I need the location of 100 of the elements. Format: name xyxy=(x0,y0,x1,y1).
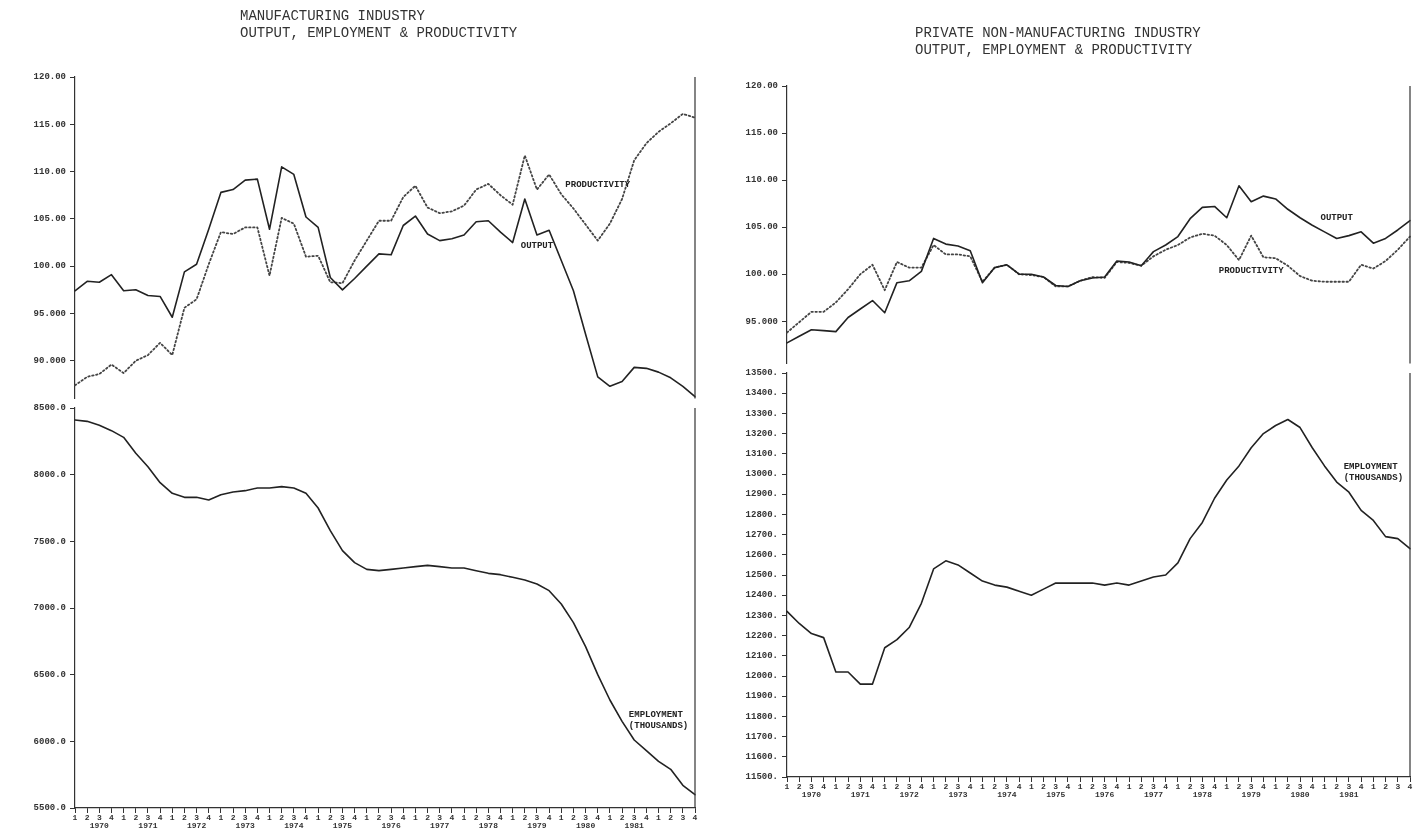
y-tick-label: 7000.0 xyxy=(33,603,66,614)
x-tick-label: 3 1971 xyxy=(138,813,158,831)
x-tick-label: 2 xyxy=(230,813,236,823)
y-tick-label: 11700. xyxy=(745,731,778,742)
x-tick-label: 1 xyxy=(121,813,127,823)
y-tick-label: 6000.0 xyxy=(33,736,66,747)
y-tick-label: 12400. xyxy=(745,590,778,601)
x-tick-label: 3 xyxy=(680,813,686,823)
x-tick-label: 4 xyxy=(918,782,924,792)
x-tick-label: 3 1970 xyxy=(801,782,822,800)
x-tick-label: 1 xyxy=(510,813,516,823)
x-tick-label: 2 xyxy=(619,813,625,823)
x-tick-label: 2 xyxy=(1187,782,1193,792)
series-label: PRODUCTIVITY xyxy=(1218,265,1285,276)
y-tick-label: 12900. xyxy=(745,489,778,500)
x-tick-label: 4 xyxy=(206,813,212,823)
x-tick-label: 4 xyxy=(1065,782,1071,792)
x-tick-label: 3 1978 xyxy=(478,813,499,831)
x-tick-label: 2 xyxy=(522,813,528,823)
x-tick-label: 3 1979 xyxy=(1241,782,1261,800)
y-tick-label: 12000. xyxy=(745,671,778,682)
y-tick-label: 6500.0 xyxy=(33,669,66,680)
x-tick-label: 4 xyxy=(692,813,698,823)
y-tick-label: 12800. xyxy=(745,509,778,520)
y-tick-label: 13000. xyxy=(745,469,778,480)
x-tick-label: 4 xyxy=(546,813,552,823)
x-tick-label: 1 xyxy=(882,782,888,792)
x-tick-label: 4 xyxy=(1212,782,1218,792)
x-tick-label: 3 xyxy=(1395,782,1401,792)
x-tick-label: 3 1976 xyxy=(381,813,401,831)
y-tick-label: 115.00 xyxy=(33,119,66,130)
x-tick-label: 2 xyxy=(571,813,577,823)
series-label: EMPLOYMENT (THOUSANDS) xyxy=(628,709,689,731)
x-tick-label: 1 xyxy=(1273,782,1279,792)
x-tick-label: 4 xyxy=(109,813,115,823)
x-tick-label: 3 1972 xyxy=(899,782,919,800)
y-tick-label: 95.000 xyxy=(745,316,778,327)
y-tick-label: 13400. xyxy=(745,388,778,399)
line-series xyxy=(74,112,696,387)
x-tick-label: 3 1974 xyxy=(284,813,304,831)
x-tick-label: 1 xyxy=(1077,782,1083,792)
x-tick-label: 4 xyxy=(1261,782,1267,792)
x-tick-label: 2 xyxy=(1138,782,1144,792)
x-tick-label: 3 1973 xyxy=(235,813,255,831)
x-tick-label: 4 xyxy=(1358,782,1364,792)
x-tick-label: 4 xyxy=(498,813,504,823)
x-tick-label: 2 xyxy=(668,813,674,823)
y-tick-label: 11500. xyxy=(745,772,778,783)
x-tick-label: 2 xyxy=(182,813,188,823)
x-tick-label: 3 1977 xyxy=(1143,782,1164,800)
x-tick-label: 2 xyxy=(376,813,382,823)
y-tick-label: 90.000 xyxy=(33,356,66,367)
x-tick-label: 4 xyxy=(1114,782,1120,792)
series-label: OUTPUT xyxy=(1320,212,1354,223)
x-tick-label: 3 1975 xyxy=(332,813,353,831)
x-tick-label: 3 1974 xyxy=(997,782,1017,800)
y-tick-label: 13300. xyxy=(745,408,778,419)
x-tick-label: 1 xyxy=(607,813,613,823)
y-tick-label: 12300. xyxy=(745,610,778,621)
x-tick-label: 2 xyxy=(473,813,479,823)
x-tick-label: 1 xyxy=(169,813,175,823)
x-tick-label: 1 xyxy=(980,782,986,792)
x-tick-label: 2 xyxy=(894,782,900,792)
series-label: PRODUCTIVITY xyxy=(565,179,631,190)
y-tick-label: 110.00 xyxy=(745,175,778,186)
x-tick-label: 3 1981 xyxy=(624,813,645,831)
y-tick-label: 5500.0 xyxy=(33,803,66,814)
x-tick-label: 1 xyxy=(833,782,839,792)
line-series xyxy=(786,232,1411,334)
x-tick-label: 4 xyxy=(449,813,455,823)
y-tick-label: 11600. xyxy=(745,752,778,763)
x-tick-label: 3 1973 xyxy=(948,782,968,800)
x-tick-label: 1 xyxy=(412,813,418,823)
y-tick-label: 120.00 xyxy=(33,72,66,83)
x-tick-label: 3 1977 xyxy=(430,813,450,831)
x-tick-label: 1 xyxy=(931,782,937,792)
x-tick-label: 3 1979 xyxy=(527,813,547,831)
y-tick-label: 8500.0 xyxy=(33,403,66,414)
x-tick-label: 2 xyxy=(1383,782,1389,792)
x-tick-label: 1 xyxy=(1322,782,1328,792)
x-tick-label: 2 xyxy=(1236,782,1242,792)
y-tick-label: 11900. xyxy=(745,691,778,702)
x-tick-label: 2 xyxy=(992,782,998,792)
x-tick-label: 2 xyxy=(796,782,802,792)
x-tick-label: 3 1971 xyxy=(850,782,871,800)
chart-title: MANUFACTURING INDUSTRY xyxy=(240,8,425,24)
y-tick-label: 12600. xyxy=(745,550,778,561)
x-tick-label: 1 xyxy=(1175,782,1181,792)
y-tick-label: 12200. xyxy=(745,630,778,641)
x-tick-label: 1 xyxy=(461,813,467,823)
x-tick-label: 4 xyxy=(157,813,163,823)
chart-subtitle: OUTPUT, EMPLOYMENT & PRODUCTIVITY xyxy=(915,42,1193,58)
x-tick-label: 4 xyxy=(643,813,649,823)
x-tick-label: 1 xyxy=(1126,782,1132,792)
x-tick-label: 2 xyxy=(1089,782,1095,792)
x-tick-label: 3 1980 xyxy=(1290,782,1310,800)
y-tick-label: 13500. xyxy=(745,368,778,379)
x-tick-label: 1 xyxy=(1028,782,1034,792)
x-tick-label: 3 1980 xyxy=(575,813,596,831)
y-tick-label: 8000.0 xyxy=(33,469,66,480)
